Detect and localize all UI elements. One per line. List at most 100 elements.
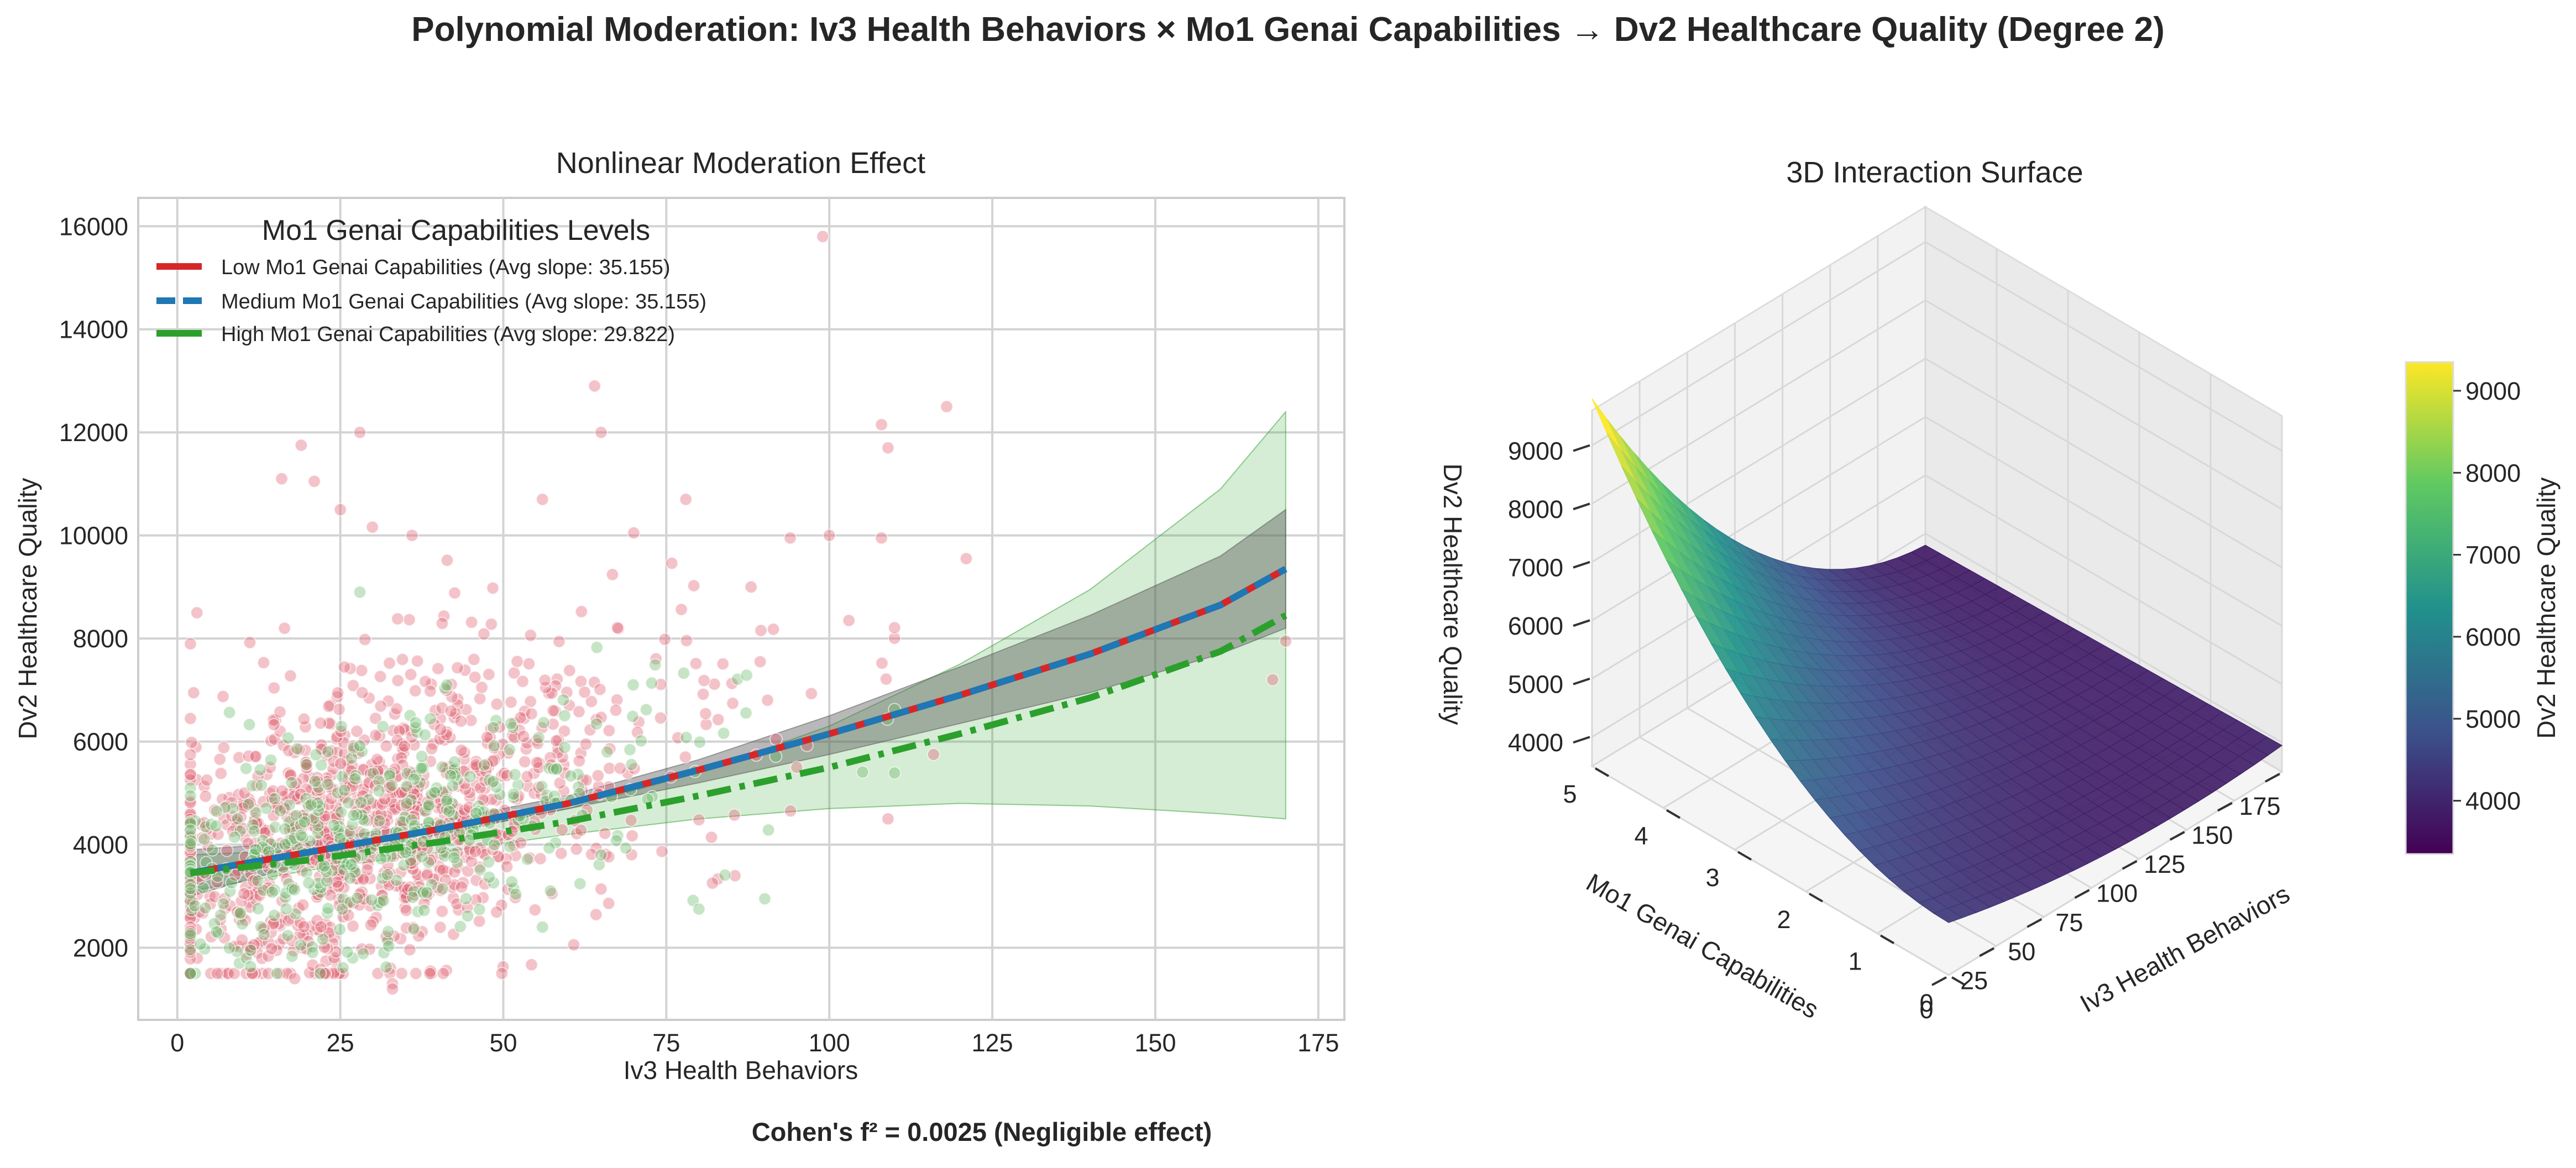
scatter-point-low bbox=[249, 967, 263, 981]
scatter-point-low bbox=[486, 754, 500, 768]
scatter-point-low bbox=[331, 686, 344, 700]
scatter-point-low bbox=[480, 730, 494, 744]
scatter-point-low bbox=[313, 716, 327, 730]
scatter-point-high bbox=[508, 768, 522, 782]
scatter-point-high bbox=[281, 731, 295, 745]
scatter-point-low bbox=[521, 779, 535, 793]
scatter-point-low bbox=[658, 632, 672, 646]
scatter-point-high bbox=[294, 938, 308, 952]
scatter-point-low bbox=[322, 699, 336, 713]
scatter-point-high bbox=[353, 739, 366, 753]
scatter-point-high bbox=[486, 721, 500, 735]
scatter-point-high bbox=[502, 743, 516, 757]
scatter-point-high bbox=[278, 822, 292, 836]
scatter-point-high bbox=[296, 830, 310, 844]
z-tick-label: 4000 bbox=[1508, 729, 1563, 757]
x-tick-label: 50 bbox=[489, 1029, 517, 1057]
scatter-point-high bbox=[487, 739, 501, 753]
scatter-point-low bbox=[1266, 673, 1280, 687]
scatter-point-low bbox=[959, 552, 973, 565]
scatter-point-low bbox=[609, 703, 622, 717]
z-tick-mark bbox=[1573, 502, 1590, 511]
scatter-point-low bbox=[728, 869, 742, 883]
scatter-point-low bbox=[593, 683, 607, 696]
scatter-point-high bbox=[888, 766, 902, 780]
y-tick-label: 8000 bbox=[73, 625, 128, 653]
scatter-point-high bbox=[222, 941, 236, 955]
scatter-point-high bbox=[473, 863, 487, 877]
scatter-point-low bbox=[594, 426, 608, 439]
scatter-point-high bbox=[536, 920, 549, 934]
scatter-point-high bbox=[420, 886, 434, 899]
scatter-point-high bbox=[331, 786, 344, 800]
y-tick-label: 1 bbox=[1848, 947, 1862, 975]
scatter-point-low bbox=[495, 898, 509, 912]
scatter-point-low bbox=[784, 804, 798, 818]
z-tick-label: 7000 bbox=[1508, 554, 1563, 582]
scatter-point-high bbox=[336, 769, 349, 783]
colorbar-tick-label: 9000 bbox=[2465, 377, 2521, 405]
scatter-point-high bbox=[298, 815, 311, 829]
scatter-point-low bbox=[504, 695, 518, 709]
scatter-point-high bbox=[509, 887, 523, 901]
scatter-point-high bbox=[311, 826, 325, 840]
scatter-point-low bbox=[211, 827, 225, 841]
wall-gridline-z bbox=[1591, 240, 2282, 452]
x-tick-label: 175 bbox=[1297, 1029, 1339, 1057]
scatter-point-high bbox=[549, 762, 563, 776]
scatter-point-high bbox=[189, 967, 202, 981]
scatter-point-high bbox=[478, 758, 491, 772]
scatter-point-low bbox=[881, 812, 895, 826]
scatter-point-low bbox=[518, 755, 532, 769]
scatter-point-low bbox=[546, 704, 560, 717]
scatter-point-low bbox=[536, 493, 549, 506]
scatter-point-high bbox=[409, 716, 422, 730]
scatter-point-low bbox=[569, 842, 583, 856]
scatter-point-high bbox=[677, 666, 690, 680]
scatter-point-high bbox=[294, 829, 308, 842]
scatter-point-low bbox=[266, 784, 280, 798]
scatter-point-high bbox=[218, 801, 232, 815]
scatter-point-low bbox=[265, 942, 279, 956]
scatter-point-high bbox=[265, 886, 279, 899]
scatter-point-high bbox=[290, 742, 304, 756]
scatter-point-low bbox=[411, 654, 425, 668]
scatter-point-low bbox=[390, 702, 404, 716]
scatter-point-low bbox=[184, 796, 197, 810]
scatter-point-low bbox=[228, 868, 242, 882]
scatter-point-low bbox=[369, 729, 383, 742]
colorbar-tick-label: 7000 bbox=[2465, 541, 2521, 569]
scatter-point-low bbox=[475, 680, 489, 694]
scatter-point-high bbox=[336, 961, 350, 975]
scatter-point-high bbox=[625, 758, 638, 772]
scatter-point-high bbox=[590, 717, 604, 731]
scatter-point-high bbox=[254, 920, 268, 934]
scatter-point-low bbox=[680, 633, 693, 647]
scatter-point-low bbox=[237, 887, 251, 900]
regression-line-medium bbox=[190, 565, 1287, 877]
scatter-point-high bbox=[321, 906, 334, 920]
scatter-point-low bbox=[926, 747, 940, 761]
scatter-point-low bbox=[296, 898, 310, 912]
y-tick-mark bbox=[1808, 893, 1824, 903]
scatter-point-high bbox=[332, 824, 345, 837]
scatter-point-high bbox=[306, 946, 320, 960]
z-tick-mark bbox=[1573, 677, 1590, 685]
z-tick-mark bbox=[1573, 736, 1590, 744]
scatter-point-high bbox=[256, 834, 270, 847]
scatter-point-high bbox=[532, 731, 546, 745]
scatter-point-low bbox=[409, 967, 423, 981]
effect-size-note: Cohen's f² = 0.0025 (Negligible effect) bbox=[752, 1117, 1212, 1146]
scatter-point-low bbox=[465, 615, 479, 629]
legend-label-high: High Mo1 Genai Capabilities (Avg slope: … bbox=[221, 323, 675, 346]
scatter-point-high bbox=[418, 728, 432, 742]
scatter-point-high bbox=[504, 717, 518, 730]
scatter-point-high bbox=[285, 822, 299, 836]
scatter-point-high bbox=[345, 751, 359, 765]
scatter-point-high bbox=[196, 881, 210, 895]
scatter-point-low bbox=[468, 671, 482, 684]
scatter-point-low bbox=[454, 714, 468, 728]
scatter-point-high bbox=[239, 762, 253, 776]
scatter-point-high bbox=[461, 909, 475, 923]
